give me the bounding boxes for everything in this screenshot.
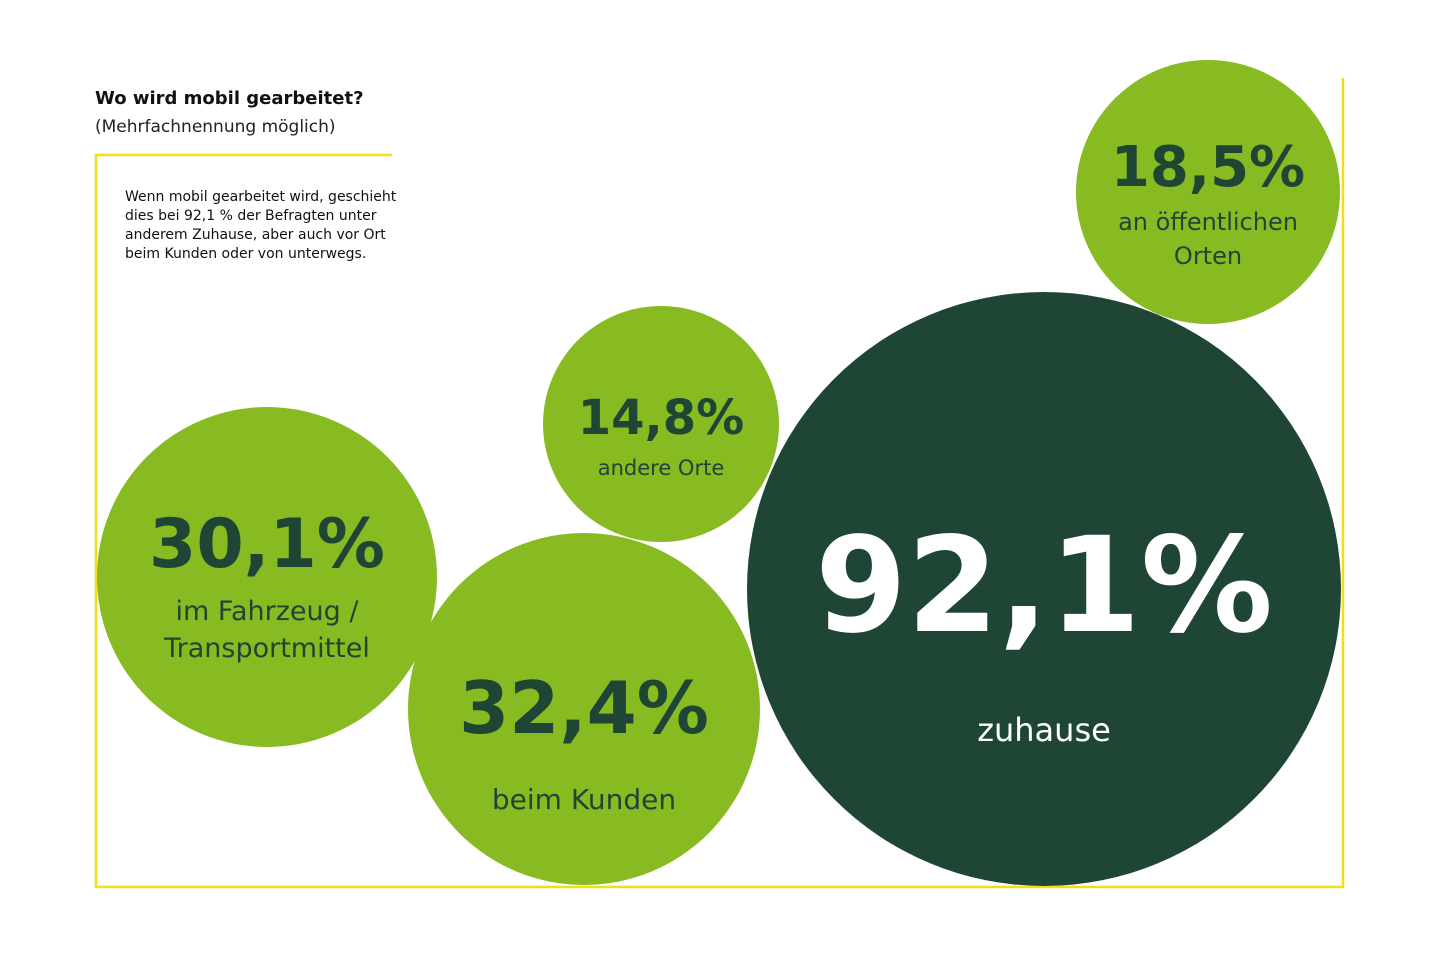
bubble-beim-kunden: 32,4% beim Kunden [408, 533, 760, 885]
bubble-zuhause: 92,1% zuhause [747, 292, 1341, 886]
bubble-an-oeffentlichen-orten: 18,5% an öffentlichen Orten [1076, 60, 1340, 324]
bubble-label-beim-kunden: beim Kunden [492, 783, 676, 816]
bubble-circle-zuhause [747, 292, 1341, 886]
bubble-label-an-oeffentlichen-orten-line-1: an öffentlichen [1118, 208, 1298, 236]
bubble-label-im-fahrzeug-transportmittel-line-2: Transportmittel [163, 633, 370, 664]
bubble-value-im-fahrzeug-transportmittel: 30,1% [149, 505, 385, 584]
bubble-label-andere-orte: andere Orte [598, 456, 725, 480]
bubble-value-an-oeffentlichen-orten: 18,5% [1111, 135, 1305, 200]
bubble-circle-beim-kunden [408, 533, 760, 885]
bubble-circle-im-fahrzeug-transportmittel [97, 407, 437, 747]
chart-title: Wo wird mobil gearbeitet? [95, 88, 364, 109]
bubble-label-im-fahrzeug-transportmittel-line-1: im Fahrzeug / [176, 596, 360, 627]
bubble-andere-orte: 14,8% andere Orte [543, 306, 779, 542]
bubble-value-andere-orte: 14,8% [578, 390, 745, 446]
frame-line [94, 78, 1345, 889]
bubble-label-an-oeffentlichen-orten-line-2: Orten [1174, 242, 1242, 270]
bubbles: 92,1% zuhause 32,4% beim Kunden 30,1% im Fahr… [97, 60, 1341, 886]
bubble-im-fahrzeug-transportmittel: 30,1% im Fahrzeug / Transportmittel [97, 407, 437, 747]
bubble-value-beim-kunden: 32,4% [459, 666, 709, 750]
bubble-value-zuhause: 92,1% [815, 509, 1273, 663]
bubble-circle-an-oeffentlichen-orten [1076, 60, 1340, 324]
bubble-circle-andere-orte [543, 306, 779, 542]
bubble-label-zuhause: zuhause [977, 711, 1111, 749]
chart-subtitle: (Mehrfachnennung möglich) [95, 117, 336, 137]
frame [94, 78, 1345, 889]
chart-description: Wenn mobil gearbeitet wird, geschieht di… [125, 189, 397, 262]
